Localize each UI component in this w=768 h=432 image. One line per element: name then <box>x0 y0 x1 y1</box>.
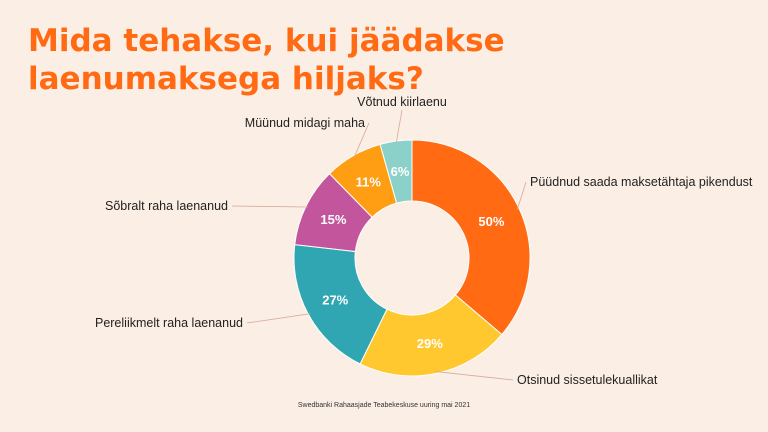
slice-value-label-6: 6% <box>391 164 410 179</box>
leader-line-6 <box>395 109 403 144</box>
leader-line-3 <box>246 313 311 324</box>
category-label-2: Otsinud sissetulekuallikat <box>517 373 658 387</box>
category-label-6: Võtnud kiirlaenu <box>357 95 447 109</box>
chart-title: Mida tehakse, kui jäädakse laenumaksega … <box>28 23 505 97</box>
donut-slice-6 <box>379 139 413 204</box>
donut-slice-2 <box>359 294 503 377</box>
donut-slice-3 <box>293 244 388 365</box>
leader-line-2 <box>435 371 514 381</box>
slice-value-label-1: 50% <box>478 214 504 229</box>
slice-value-label-5: 11% <box>356 175 382 190</box>
category-label-1: Püüdnud saada maksetähtaja pikendust <box>530 175 753 189</box>
slice-value-label-2: 29% <box>417 336 443 351</box>
category-label-3: Pereliikmelt raha laenanud <box>95 316 243 330</box>
slice-value-label-3: 27% <box>322 293 348 308</box>
leader-line-1 <box>516 181 527 210</box>
donut-slice-1 <box>411 139 531 336</box>
leader-line-4 <box>231 205 308 208</box>
slice-value-label-4: 15% <box>320 212 346 227</box>
leader-line-5 <box>353 122 370 158</box>
category-label-4: Sõbralt raha laenanud <box>105 199 228 213</box>
source-note: Swedbanki Rahaasjade Teabekeskuse uuring… <box>297 402 471 409</box>
category-label-5: Müünud midagi maha <box>245 116 365 130</box>
